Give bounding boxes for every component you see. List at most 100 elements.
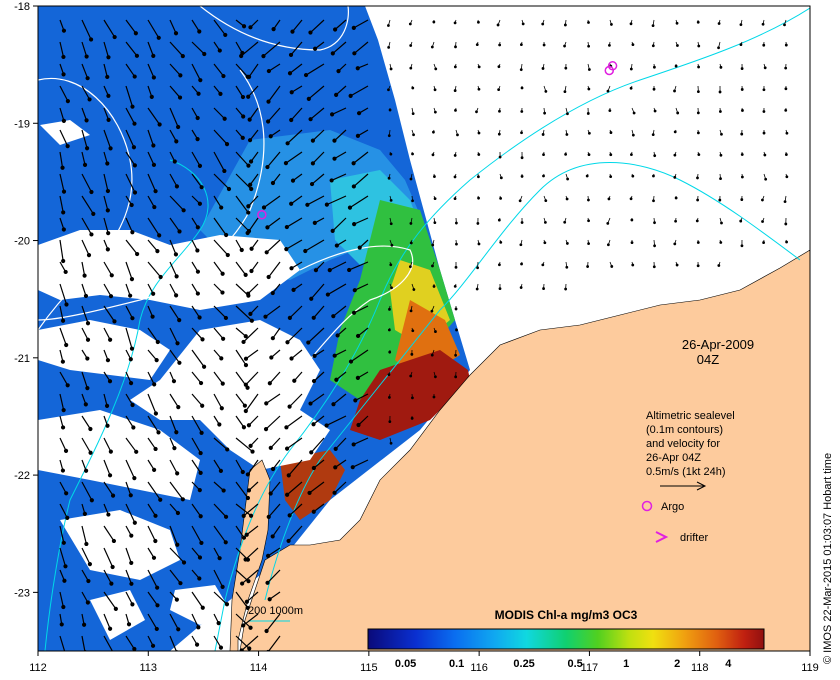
velocity-vector <box>59 195 64 213</box>
velocity-vector-head <box>696 241 700 244</box>
velocity-vector-head <box>308 117 313 122</box>
velocity-vector-head <box>85 356 90 361</box>
velocity-vector-head <box>351 310 357 315</box>
velocity-vector-head <box>355 66 360 71</box>
legend-line-4: 26-Apr 04Z <box>646 452 701 464</box>
x-tick-label: 119 <box>801 662 819 674</box>
colorbar-title: MODIS Chl-a mg/m3 OC3 <box>495 608 638 622</box>
velocity-vector <box>103 41 110 58</box>
map-area <box>38 6 810 651</box>
velocity-vector <box>169 217 181 232</box>
velocity-vector-head <box>61 118 66 123</box>
velocity-vector <box>290 41 303 56</box>
velocity-vector-head <box>249 246 254 251</box>
velocity-vector-head <box>433 110 437 114</box>
velocity-vector-head <box>61 408 66 413</box>
velocity-vector-head <box>112 319 117 324</box>
velocity-vector-head <box>172 446 177 451</box>
velocity-vector-head <box>477 196 480 200</box>
velocity-vector-head <box>200 605 205 610</box>
y-tick-label: -18 <box>14 1 30 13</box>
velocity-vector-head <box>220 271 225 276</box>
velocity-vector-head <box>240 469 245 475</box>
velocity-vector-head <box>197 29 202 34</box>
velocity-vector-head <box>673 242 677 246</box>
velocity-vector <box>59 437 67 452</box>
velocity-vector <box>248 415 259 426</box>
velocity-vector-head <box>113 606 118 611</box>
y-tick-label: -20 <box>14 236 30 248</box>
velocity-vector-head <box>387 134 391 138</box>
argo-legend-icon <box>641 500 653 512</box>
velocity-vector-head <box>89 189 94 195</box>
velocity-vector-head <box>454 265 458 269</box>
velocity-vector <box>266 151 281 168</box>
velocity-vector <box>81 173 92 193</box>
velocity-vector-head <box>587 87 591 91</box>
velocity-vector-head <box>387 45 391 49</box>
velocity-vector <box>169 63 181 76</box>
velocity-vector-head <box>180 497 185 502</box>
velocity-vector-head <box>198 450 203 456</box>
velocity-vector-head <box>267 597 272 602</box>
velocity-vector <box>169 283 177 296</box>
velocity-vector-head <box>432 20 436 24</box>
velocity-vector-head <box>241 535 247 540</box>
x-tick-label: 116 <box>470 662 488 674</box>
velocity-vector-head <box>174 430 179 435</box>
velocity-vector-head <box>222 116 227 121</box>
velocity-vector-head <box>264 250 269 255</box>
velocity-vector-head <box>520 131 523 135</box>
argo-legend-label: Argo <box>661 501 684 513</box>
velocity-vector <box>169 327 179 344</box>
velocity-vector-head <box>86 578 91 584</box>
velocity-vector-head <box>519 243 523 247</box>
velocity-vector <box>313 503 325 513</box>
velocity-vector-head <box>543 241 547 245</box>
velocity-vector-head <box>350 465 355 470</box>
y-tick-label: -19 <box>14 118 30 130</box>
velocity-vector-head <box>761 220 764 223</box>
velocity-vector-head <box>453 197 457 201</box>
velocity-vector <box>326 415 347 427</box>
velocity-vector-head <box>356 111 362 116</box>
velocity-vector <box>81 151 86 166</box>
velocity-vector-head <box>244 599 250 604</box>
velocity-vector <box>147 151 155 166</box>
velocity-vector-head <box>335 333 340 338</box>
velocity-vector <box>59 393 65 411</box>
velocity-vector <box>191 613 199 628</box>
velocity-vector <box>213 459 222 472</box>
velocity-vector-head <box>541 22 545 26</box>
velocity-vector-head <box>330 228 335 233</box>
velocity-vector-head <box>152 467 157 472</box>
velocity-vector-head <box>176 627 181 632</box>
velocity-vector-head <box>151 75 156 80</box>
velocity-vector-head <box>177 360 182 365</box>
velocity-vector <box>332 305 347 317</box>
velocity-vector-head <box>718 110 722 113</box>
legend-line-5: 0.5m/s (1kt 24h) <box>646 466 725 478</box>
velocity-vector-head <box>61 540 66 545</box>
velocity-vector <box>125 85 134 107</box>
velocity-vector-head <box>411 199 414 203</box>
velocity-vector-head <box>61 258 66 264</box>
velocity-vector <box>169 239 177 255</box>
velocity-vector-head <box>194 642 200 647</box>
velocity-vector-head <box>477 242 481 246</box>
velocity-vector-head <box>174 184 180 189</box>
velocity-vector-head <box>520 175 524 178</box>
velocity-vector-head <box>431 243 435 247</box>
velocity-vector-head <box>197 488 202 493</box>
velocity-vector-head <box>200 403 205 408</box>
velocity-vector <box>332 41 347 54</box>
velocity-vector-head <box>224 141 230 147</box>
velocity-vector <box>310 107 325 120</box>
velocity-vector <box>235 195 249 213</box>
velocity-vector-head <box>265 225 270 230</box>
velocity-vector-head <box>520 86 524 90</box>
velocity-vector-head <box>152 382 157 387</box>
velocity-vector <box>267 217 281 228</box>
velocity-vector-head <box>249 318 254 323</box>
velocity-vector <box>235 437 253 453</box>
